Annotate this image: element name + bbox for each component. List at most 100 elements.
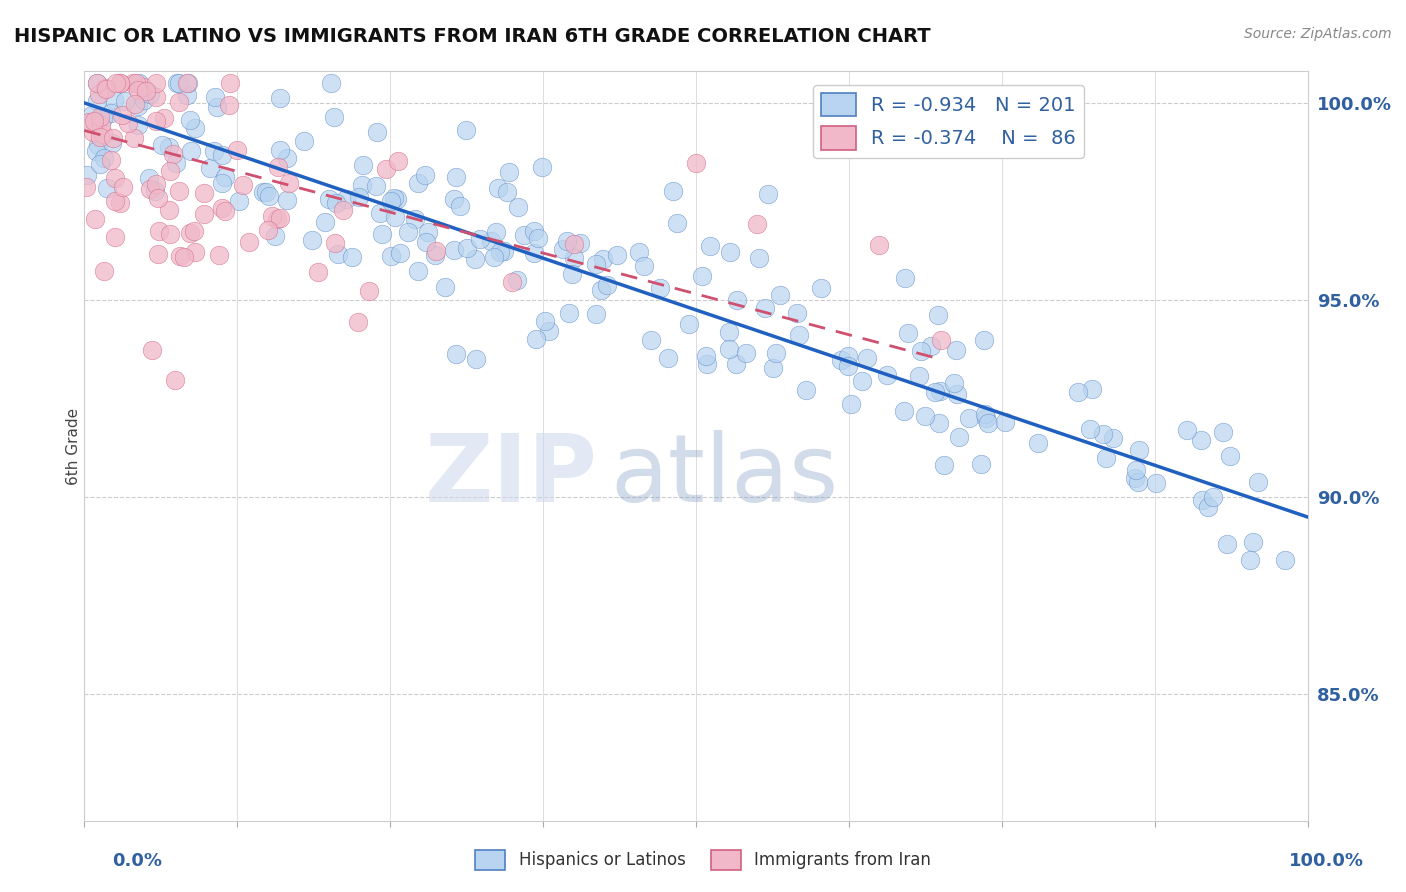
Point [650,281,672,295]
Point [893,404,915,418]
Point [385,192,408,206]
Point [498,164,520,178]
Point [924,385,946,400]
Point [388,245,411,260]
Point [592,252,614,266]
Point [125,76,148,90]
Point [425,244,447,258]
Point [562,252,585,266]
Point [179,113,201,128]
Point [180,145,202,159]
Point [294,134,316,148]
Point [914,409,936,423]
Point [454,122,477,136]
Point [104,229,127,244]
Point [159,227,181,242]
Point [748,252,770,266]
Point [787,327,810,342]
Text: Source: ZipAtlas.com: Source: ZipAtlas.com [1244,27,1392,41]
Point [508,200,530,214]
Point [628,244,651,259]
Point [269,143,291,157]
Point [368,206,391,220]
Point [994,415,1017,429]
Point [973,333,995,347]
Point [443,192,465,206]
Point [139,87,162,102]
Point [204,90,226,104]
Point [524,332,547,346]
Point [193,207,215,221]
Point [145,177,167,191]
Point [262,209,284,223]
Point [89,157,111,171]
Point [104,171,127,186]
Point [907,368,929,383]
Point [159,164,181,178]
Legend: R = -0.934   N = 201, R = -0.374    N =  86: R = -0.934 N = 201, R = -0.374 N = 86 [813,85,1084,158]
Point [928,416,950,430]
Point [1092,427,1115,442]
Point [413,168,436,182]
Point [765,346,787,360]
Y-axis label: 6th Grade: 6th Grade [66,408,80,484]
Point [786,306,808,320]
Point [830,352,852,367]
Point [86,145,108,159]
Point [1102,431,1125,445]
Point [347,189,370,203]
Point [82,125,104,139]
Point [100,153,122,167]
Point [318,192,340,206]
Point [228,194,250,208]
Point [226,143,249,157]
Point [238,235,260,249]
Point [86,76,108,90]
Point [415,235,437,249]
Point [484,250,506,264]
Point [946,386,969,401]
Point [278,176,301,190]
Point [93,111,115,125]
Point [145,113,167,128]
Point [1125,463,1147,477]
Text: HISPANIC OR LATINO VS IMMIGRANTS FROM IRAN 6TH GRADE CORRELATION CHART: HISPANIC OR LATINO VS IMMIGRANTS FROM IR… [14,27,931,45]
Point [690,268,713,283]
Point [606,248,628,262]
Point [173,251,195,265]
Point [352,178,374,192]
Point [214,203,236,218]
Point [138,170,160,185]
Point [332,203,354,218]
Point [108,76,131,90]
Point [666,216,689,230]
Point [93,127,115,141]
Point [146,247,169,261]
Point [100,105,122,120]
Point [1197,500,1219,515]
Point [325,236,347,251]
Point [114,94,136,108]
Point [335,193,357,207]
Point [366,178,388,193]
Point [927,308,949,322]
Point [489,244,512,259]
Point [977,416,1000,430]
Point [83,113,105,128]
Point [232,178,254,192]
Point [418,225,440,239]
Point [1028,435,1050,450]
Point [1215,536,1237,550]
Point [945,343,967,357]
Point [718,325,741,339]
Point [384,210,406,224]
Point [810,281,832,295]
Point [202,144,225,158]
Point [86,94,108,108]
Point [167,95,190,109]
Point [1123,470,1146,484]
Text: 100.0%: 100.0% [1289,852,1364,870]
Point [662,184,685,198]
Point [122,130,145,145]
Point [357,285,380,299]
